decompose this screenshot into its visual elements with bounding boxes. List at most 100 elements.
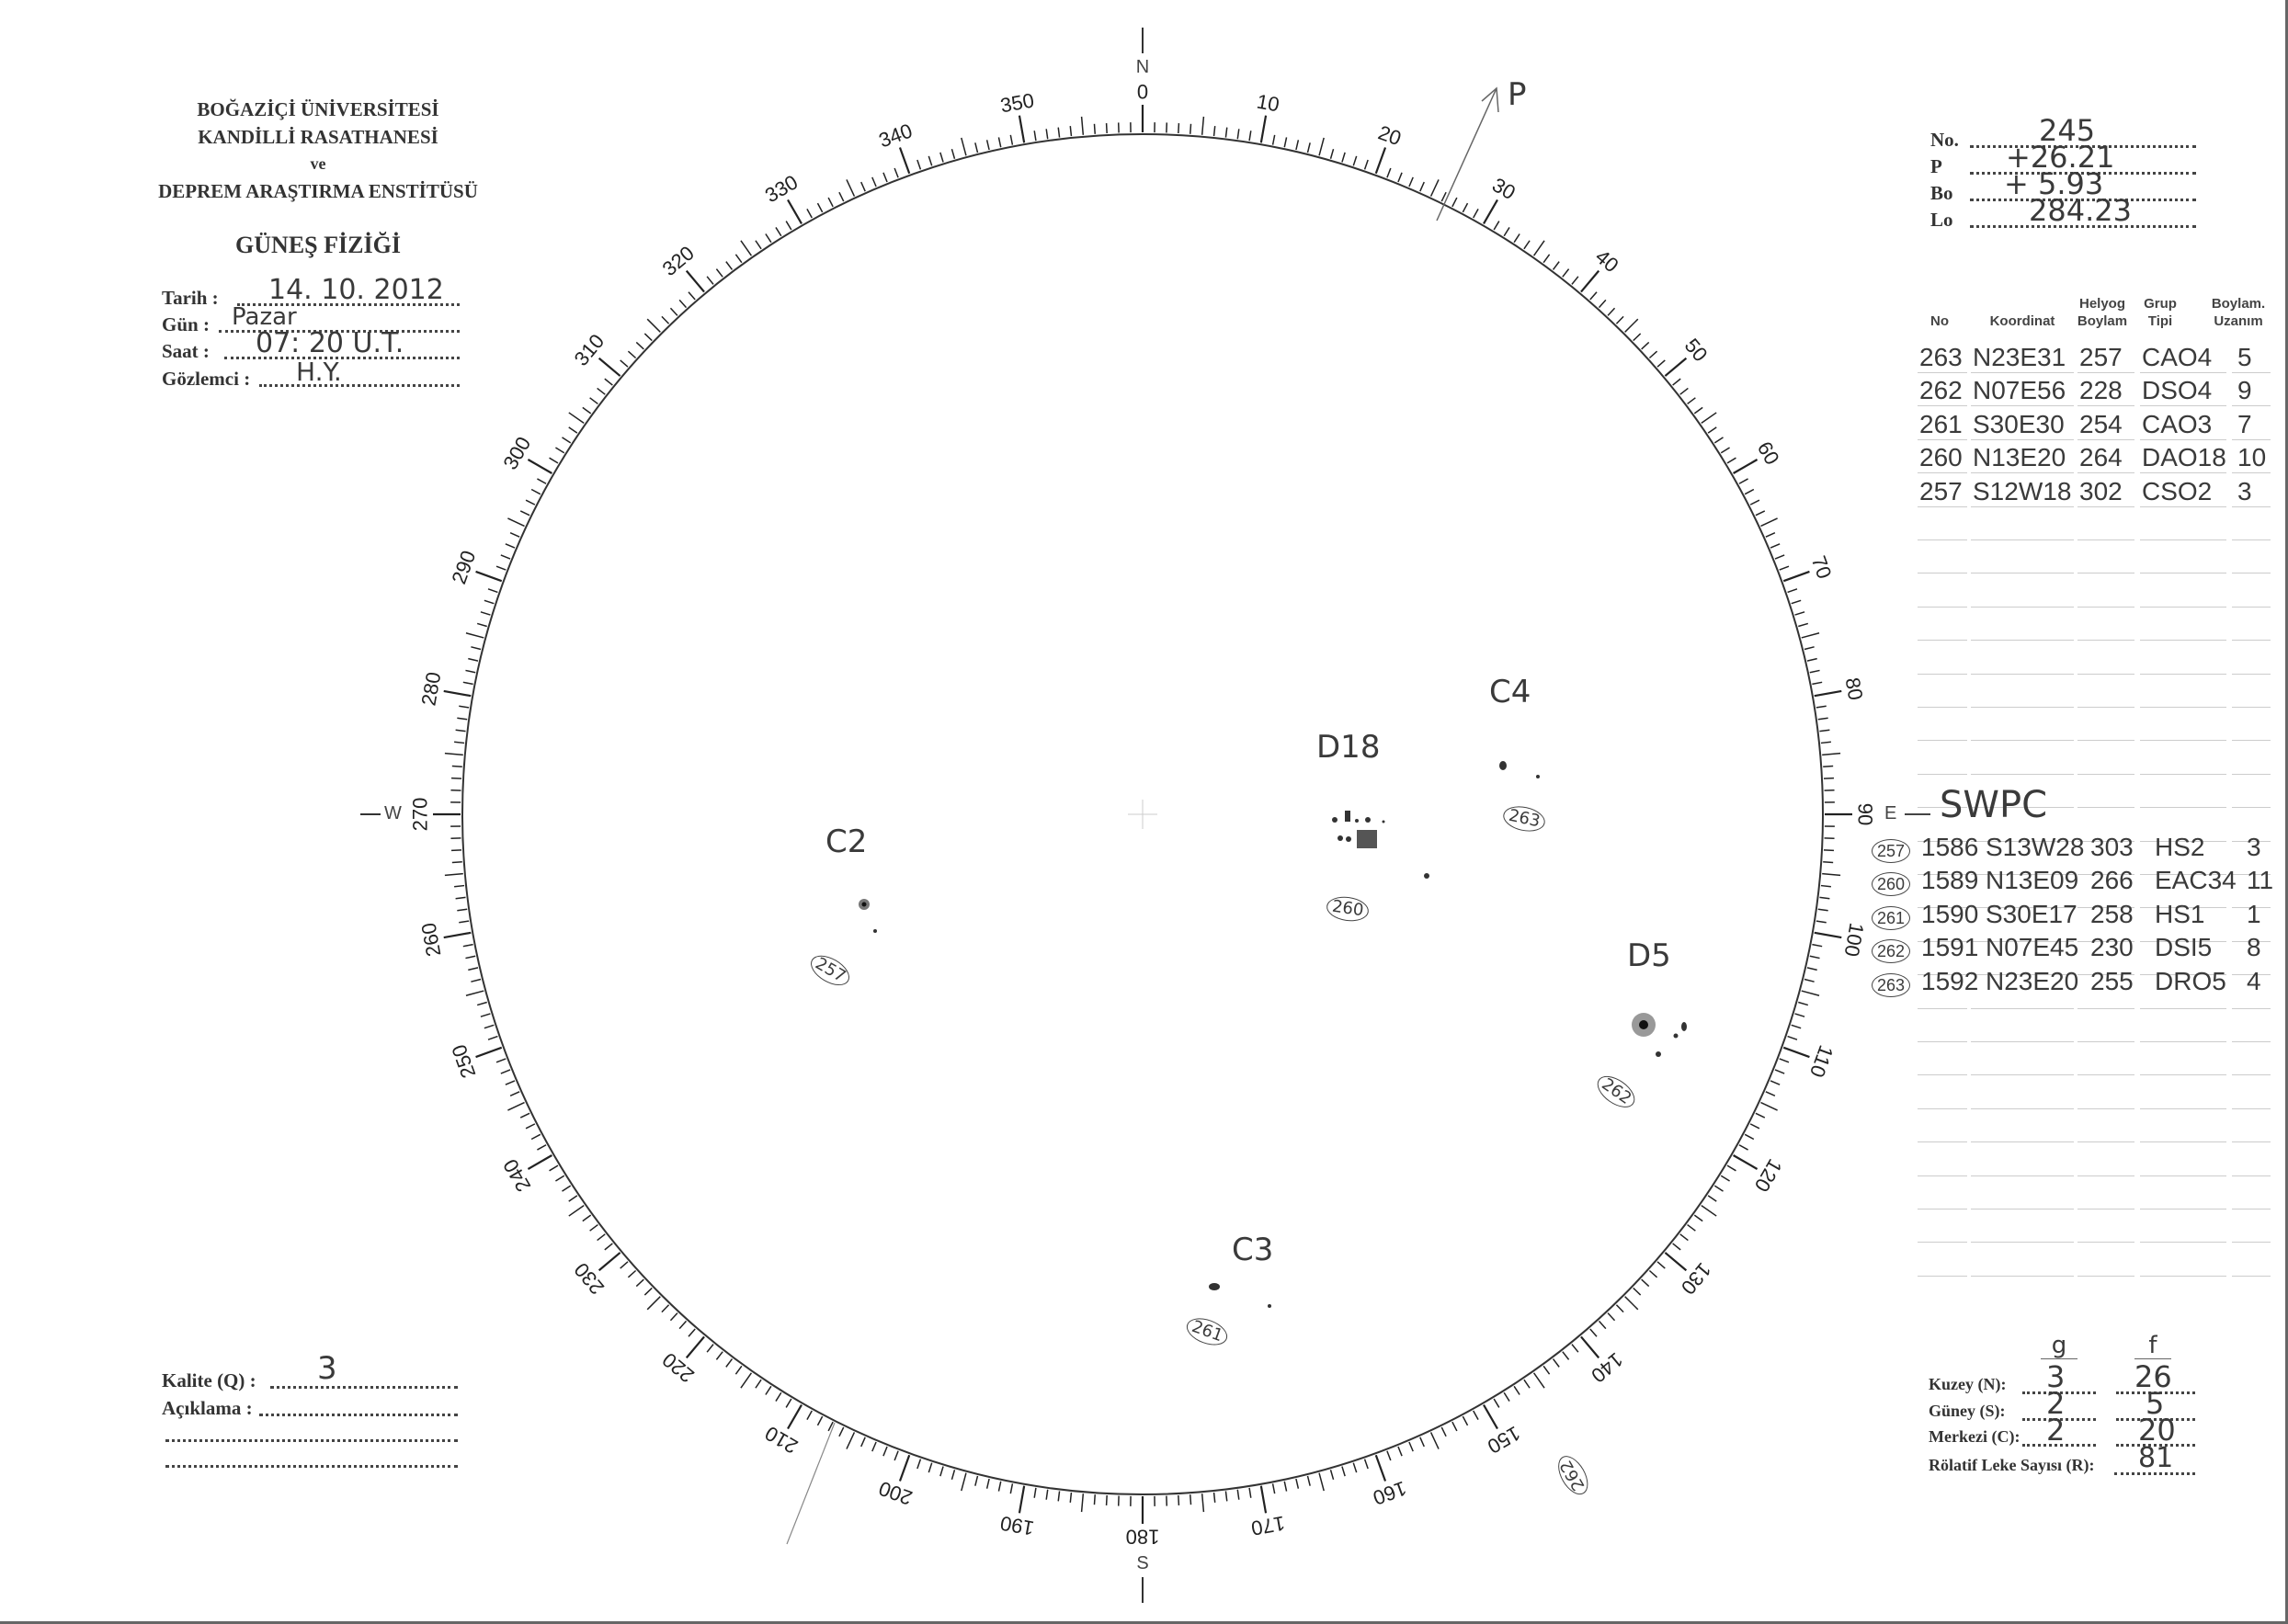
swpc-cell[interactable]: HS2	[2155, 833, 2205, 861]
degree-tick	[549, 1164, 559, 1172]
table-cell[interactable]: N13E20	[1973, 443, 2066, 472]
degree-tick	[1248, 131, 1252, 142]
table-rule	[2077, 472, 2134, 473]
degree-tick	[1329, 148, 1335, 159]
swpc-cell[interactable]: 1586	[1921, 833, 1979, 861]
table-cell[interactable]: 261	[1919, 409, 1963, 438]
swpc-group-number[interactable]: 260	[1872, 868, 1911, 897]
table-rule	[2077, 707, 2134, 708]
time-value[interactable]: 07: 20 U.T.	[256, 327, 404, 359]
table-cell[interactable]: 254	[2079, 409, 2123, 438]
comment-dotted-line-2[interactable]	[165, 1439, 458, 1442]
table-cell[interactable]: 257	[1919, 476, 1963, 505]
degree-tick	[1283, 1481, 1288, 1492]
p-value[interactable]: +26.21	[2006, 140, 2115, 175]
relative-number-value[interactable]: 81	[2138, 1442, 2174, 1474]
swpc-cell[interactable]: 303	[2090, 833, 2134, 861]
swpc-cell[interactable]: 3	[2247, 833, 2261, 861]
table-cell[interactable]: DAO18	[2142, 443, 2226, 472]
table-rule	[1971, 907, 2074, 908]
table-cell[interactable]: 260	[1919, 443, 1963, 472]
table-cell[interactable]: N23E31	[1973, 343, 2066, 371]
col-header-no: No	[1930, 313, 1949, 329]
table-rule	[2077, 874, 2134, 875]
table-cell[interactable]: 228	[2079, 376, 2123, 405]
swpc-group-number[interactable]: 257	[1872, 835, 1911, 863]
north-g-value[interactable]: 3	[2046, 1359, 2066, 1394]
table-cell[interactable]: S12W18	[1973, 476, 2072, 505]
swpc-group-number[interactable]: 262	[1872, 935, 1911, 964]
swpc-cell[interactable]: 255	[2090, 966, 2134, 995]
swpc-cell[interactable]: 1589	[1921, 866, 1979, 895]
center-g-value[interactable]: 2	[2046, 1413, 2066, 1448]
swpc-cell[interactable]: 11	[2247, 866, 2274, 895]
table-rule	[2077, 607, 2134, 608]
quality-value[interactable]: 3	[317, 1350, 337, 1387]
swpc-cell[interactable]: S13W28	[1986, 833, 2085, 861]
swpc-cell[interactable]: 266	[2090, 866, 2134, 895]
degree-tick	[459, 705, 470, 709]
table-cell[interactable]: DSO4	[2142, 376, 2213, 405]
table-cell[interactable]: 7	[2237, 409, 2252, 438]
table-cell[interactable]: S30E30	[1973, 409, 2065, 438]
swpc-group-number[interactable]: 263	[1872, 969, 1911, 997]
degree-tick	[1607, 307, 1616, 316]
degree-tick	[669, 307, 678, 316]
table-cell[interactable]: 302	[2079, 476, 2123, 505]
center-f-value[interactable]: 20	[2138, 1413, 2176, 1448]
swpc-cell[interactable]: 1592	[1921, 966, 1979, 995]
sunspot	[1268, 1304, 1271, 1308]
table-cell[interactable]: 262	[1919, 376, 1963, 405]
swpc-cell[interactable]: 1	[2247, 899, 2261, 928]
comment-dotted-line-1[interactable]	[259, 1414, 458, 1416]
swpc-cell[interactable]: HS1	[2155, 899, 2205, 928]
swpc-cell[interactable]: 4	[2247, 966, 2261, 995]
swpc-cell[interactable]: DSI5	[2155, 933, 2213, 962]
degree-tick	[1341, 1466, 1346, 1477]
lo-value[interactable]: 284.23	[2029, 193, 2132, 228]
swpc-cell[interactable]: S30E17	[1986, 899, 2077, 928]
table-cell[interactable]: 10	[2237, 443, 2267, 472]
bo-value[interactable]: + 5.93	[2004, 166, 2104, 201]
table-cell[interactable]: CSO2	[2142, 476, 2213, 505]
no-value[interactable]: 245	[2039, 113, 2096, 148]
table-cell[interactable]: N07E56	[1973, 376, 2066, 405]
swpc-cell[interactable]: DRO5	[2155, 966, 2226, 995]
south-f-value[interactable]: 5	[2146, 1386, 2165, 1421]
swpc-cell[interactable]: 1591	[1921, 933, 1979, 962]
degree-tick	[1589, 291, 1598, 301]
degree-tick	[1823, 861, 1834, 864]
degree-tick	[785, 1398, 792, 1408]
table-cell[interactable]: 3	[2237, 476, 2252, 505]
table-cell[interactable]: 264	[2079, 443, 2123, 472]
table-cell[interactable]: CAO3	[2142, 409, 2213, 438]
swpc-cell[interactable]: 258	[2090, 899, 2134, 928]
table-cell[interactable]: 257	[2079, 343, 2123, 371]
swpc-group-number[interactable]: 261	[1872, 902, 1911, 930]
degree-tick	[597, 1233, 606, 1242]
degree-ticks	[433, 105, 1852, 1524]
north-label: N	[1135, 57, 1150, 77]
table-cell[interactable]: 263	[1919, 343, 1963, 371]
date-value[interactable]: 14. 10. 2012	[268, 274, 444, 306]
swpc-cell[interactable]: N13E09	[1986, 866, 2079, 895]
degree-tick	[827, 1421, 834, 1432]
north-f-value[interactable]: 26	[2134, 1359, 2172, 1394]
swpc-cell[interactable]: EAC34	[2155, 866, 2237, 895]
swpc-cell[interactable]: N23E20	[1986, 966, 2079, 995]
swpc-cell[interactable]: 8	[2247, 933, 2261, 962]
table-cell[interactable]: 5	[2237, 343, 2252, 371]
swpc-cell[interactable]: 230	[2090, 933, 2134, 962]
table-cell[interactable]: CAO4	[2142, 343, 2213, 371]
south-g-value[interactable]: 2	[2046, 1386, 2066, 1421]
table-rule	[1918, 506, 1967, 507]
swpc-cell[interactable]: N07E45	[1986, 933, 2079, 962]
degree-tick	[1374, 1454, 1387, 1482]
swpc-cell[interactable]: 1590	[1921, 899, 1979, 928]
table-rule	[1971, 506, 2074, 507]
day-value[interactable]: Pazar	[232, 303, 297, 331]
comment-dotted-line-3[interactable]	[165, 1465, 458, 1468]
table-cell[interactable]: 9	[2237, 376, 2252, 405]
degree-tick	[1624, 1296, 1639, 1311]
observer-value[interactable]: H.Y.	[296, 357, 342, 387]
